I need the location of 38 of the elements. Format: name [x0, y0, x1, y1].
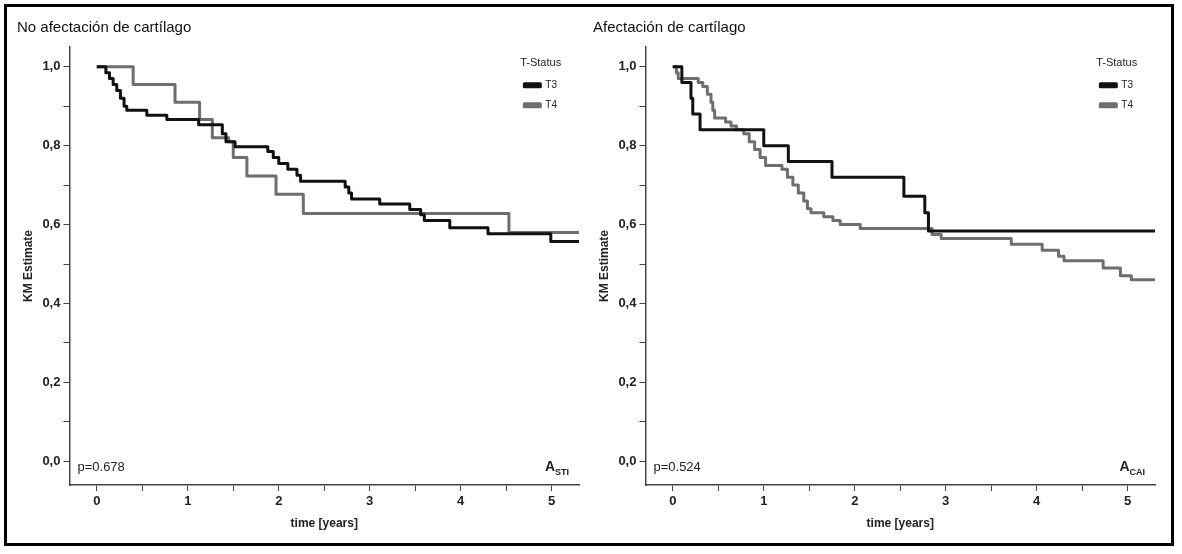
x-tick-label: 0 [669, 493, 677, 509]
y-tick-label: 0,0 [42, 452, 61, 468]
chart-title: No afectación de cartílago [17, 18, 192, 36]
chart-title: Afectación de cartílago [593, 18, 746, 36]
x-tick-label: 1 [760, 493, 768, 509]
legend-label: T4 [1121, 98, 1134, 110]
x-tick-label: 1 [184, 493, 192, 509]
x-tick-label: 2 [851, 493, 859, 509]
legend-label: T4 [545, 98, 558, 110]
x-axis-title: time [years] [866, 516, 934, 531]
x-axis-title: time [years] [290, 516, 358, 531]
y-tick-label: 1,0 [42, 58, 61, 74]
x-tick-label: 5 [1124, 493, 1132, 509]
x-tick-label: 4 [457, 493, 466, 509]
x-tick-label: 0 [93, 493, 101, 509]
y-axis-title: KM Estimate [596, 229, 611, 303]
y-tick-label: 0,6 [618, 216, 637, 232]
y-tick-label: 1,0 [618, 58, 637, 74]
x-tick-label: 3 [366, 493, 374, 509]
y-axis-title: KM Estimate [20, 229, 35, 303]
y-tick-label: 0,8 [618, 137, 637, 153]
legend-title: T-Status [520, 55, 562, 68]
annotation: p=0.678 [77, 459, 125, 474]
x-tick-label: 3 [942, 493, 950, 509]
y-tick-label: 0,0 [618, 452, 637, 468]
x-tick-label: 4 [1033, 493, 1042, 509]
legend-label: T3 [545, 78, 558, 90]
legend-title: T-Status [1096, 55, 1138, 68]
y-tick-label: 0,4 [42, 295, 62, 311]
y-tick-label: 0,6 [42, 216, 61, 232]
y-tick-label: 0,4 [618, 295, 638, 311]
x-tick-label: 2 [275, 493, 283, 509]
x-tick-label: 5 [548, 493, 556, 509]
annotation: p=0.524 [653, 459, 701, 474]
legend-label: T3 [1121, 78, 1134, 90]
y-tick-label: 0,8 [42, 137, 61, 153]
y-tick-label: 0,2 [618, 373, 637, 389]
y-tick-label: 0,2 [42, 373, 61, 389]
